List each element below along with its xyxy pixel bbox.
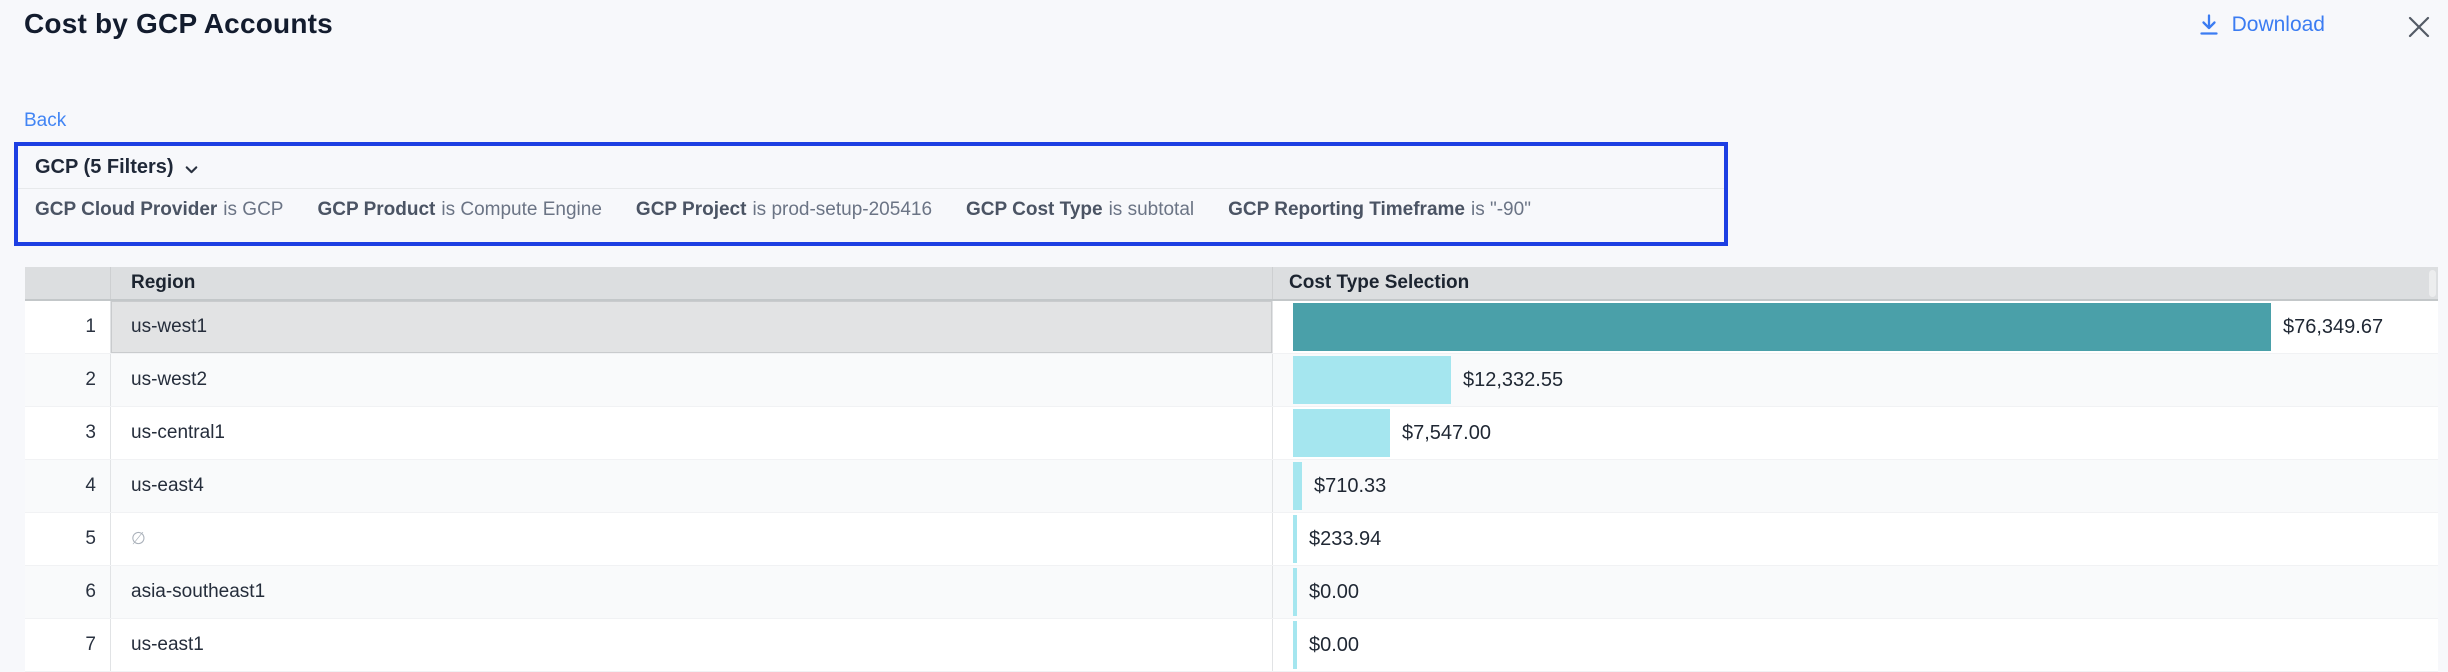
region-cell[interactable]: us-east4 xyxy=(110,460,1272,512)
filter-field-name: GCP Cost Type xyxy=(966,199,1103,221)
region-cell[interactable]: us-west1 xyxy=(110,301,1272,353)
filter-token[interactable]: GCP Reporting Timeframe is "-90" xyxy=(1228,199,1531,221)
download-label: Download xyxy=(2232,13,2325,37)
region-cell[interactable]: ∅ xyxy=(110,513,1272,565)
filter-panel: GCP (5 Filters) GCP Cloud Provider is GCP… xyxy=(14,142,1728,246)
table-row[interactable]: 5∅ $233.94 xyxy=(25,513,2438,566)
cost-cell[interactable]: $7,547.00 xyxy=(1272,407,2438,459)
filter-condition: is subtotal xyxy=(1109,199,1195,221)
back-link[interactable]: Back xyxy=(24,110,66,132)
region-cell[interactable]: asia-southeast1 xyxy=(110,566,1272,618)
filter-condition: is Compute Engine xyxy=(441,199,602,221)
row-number: 4 xyxy=(25,460,110,512)
scrollbar-thumb[interactable] xyxy=(2429,270,2436,297)
region-cell[interactable]: us-east1 xyxy=(110,619,1272,671)
table-row[interactable]: 2us-west2 $12,332.55 xyxy=(25,354,2438,407)
cost-cell[interactable]: $0.00 xyxy=(1272,619,2438,671)
chevron-down-icon xyxy=(183,158,200,178)
cost-cell[interactable]: $76,349.67 xyxy=(1272,301,2438,353)
cost-bar xyxy=(1293,462,1302,510)
row-number: 1 xyxy=(25,301,110,353)
cost-cell[interactable]: $0.00 xyxy=(1272,566,2438,618)
cost-cell[interactable]: $12,332.55 xyxy=(1272,354,2438,406)
row-number: 3 xyxy=(25,407,110,459)
cost-bar xyxy=(1293,515,1297,563)
cost-table: Region Cost Type Selection 1us-west1 $76,… xyxy=(25,267,2438,672)
table-row[interactable]: 4us-east4 $710.33 xyxy=(25,460,2438,513)
filter-token[interactable]: GCP Cloud Provider is GCP xyxy=(35,199,283,221)
cost-column-header[interactable]: Cost Type Selection xyxy=(1272,267,2438,299)
cost-bar xyxy=(1293,356,1451,404)
filter-token[interactable]: GCP Projectis prod-setup-205416 xyxy=(636,199,932,221)
filter-field-name: GCP Cloud Provider xyxy=(35,199,217,221)
filter-field-name: GCP Product xyxy=(317,199,435,221)
cost-value-label: $233.94 xyxy=(1309,528,1381,551)
page-title: Cost by GCP Accounts xyxy=(24,8,333,40)
region-column-header[interactable]: Region xyxy=(110,267,1272,299)
cost-value-label: $76,349.67 xyxy=(2283,316,2383,339)
cost-bar xyxy=(1293,621,1297,669)
filter-condition: is "-90" xyxy=(1471,199,1531,221)
filter-token-list: GCP Cloud Provider is GCP GCP Product is Co… xyxy=(18,188,1724,221)
filter-token[interactable]: GCP Cost Type is subtotal xyxy=(966,199,1194,221)
filter-field-name: GCP Project xyxy=(636,199,747,221)
close-icon[interactable] xyxy=(2401,9,2437,45)
cost-bar xyxy=(1293,568,1297,616)
table-row[interactable]: 7us-east1 $0.00 xyxy=(25,619,2438,672)
cost-bar xyxy=(1293,303,2271,351)
cost-cell[interactable]: $233.94 xyxy=(1272,513,2438,565)
row-number: 2 xyxy=(25,354,110,406)
region-cell[interactable]: us-west2 xyxy=(110,354,1272,406)
filter-condition: is GCP xyxy=(223,199,283,221)
row-number: 6 xyxy=(25,566,110,618)
cost-cell[interactable]: $710.33 xyxy=(1272,460,2438,512)
cost-value-label: $710.33 xyxy=(1314,475,1386,498)
table-row[interactable]: 6asia-southeast1 $0.00 xyxy=(25,566,2438,619)
cost-value-label: $0.00 xyxy=(1309,581,1359,604)
download-icon xyxy=(2196,12,2222,38)
region-cell[interactable]: us-central1 xyxy=(110,407,1272,459)
cost-value-label: $7,547.00 xyxy=(1402,422,1491,445)
cost-value-label: $0.00 xyxy=(1309,634,1359,657)
filter-dropdown-label: GCP (5 Filters) xyxy=(35,156,174,179)
download-button[interactable]: Download xyxy=(2196,12,2325,38)
filter-field-name: GCP Reporting Timeframe xyxy=(1228,199,1465,221)
table-row[interactable]: 3us-central1 $7,547.00 xyxy=(25,407,2438,460)
table-body: 1us-west1$76,349.672us-west2$12,332.553u… xyxy=(25,301,2438,672)
filter-condition: is prod-setup-205416 xyxy=(752,199,932,221)
cost-bar xyxy=(1293,409,1390,457)
cost-value-label: $12,332.55 xyxy=(1463,369,1563,392)
filter-token[interactable]: GCP Product is Compute Engine xyxy=(317,199,601,221)
row-number: 5 xyxy=(25,513,110,565)
table-row[interactable]: 1us-west1 $76,349.67 xyxy=(25,301,2438,354)
table-header: Region Cost Type Selection xyxy=(25,267,2438,301)
filter-dropdown[interactable]: GCP (5 Filters) xyxy=(18,146,200,188)
row-number: 7 xyxy=(25,619,110,671)
row-number-column-header xyxy=(25,267,110,299)
